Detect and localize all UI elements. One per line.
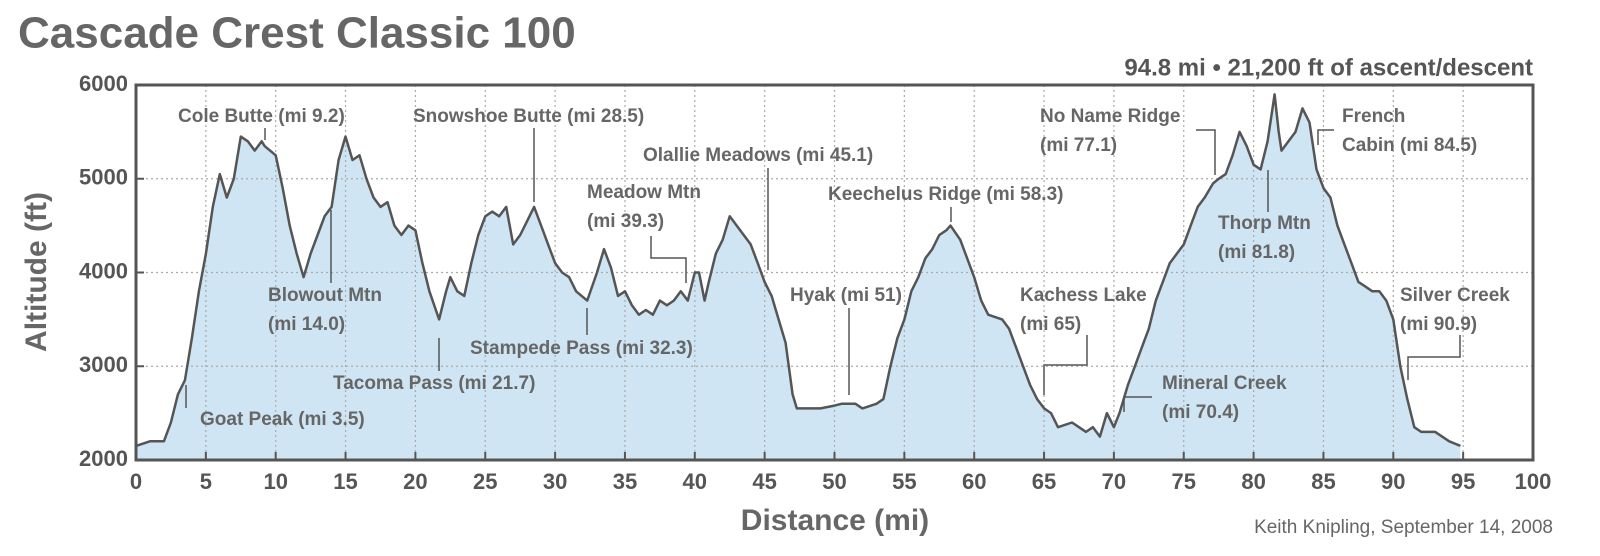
- plot-frame: [134, 83, 1535, 462]
- line: [135, 93, 1461, 448]
- annotation: Mineral Creek: [1162, 373, 1287, 394]
- x-tick-label: 15: [333, 469, 357, 494]
- annotation: (mi 14.0): [268, 314, 345, 335]
- x-tick-label: 45: [752, 469, 776, 494]
- annotation: Silver Creek: [1400, 285, 1510, 306]
- leader-line: [1407, 335, 1461, 380]
- x-tick-label: 50: [822, 469, 846, 494]
- annotation: Hyak (mi 51): [790, 285, 902, 306]
- x-tick-label: 95: [1451, 469, 1475, 494]
- annotation: Goat Peak (mi 3.5): [200, 409, 365, 430]
- annotation: (mi 77.1): [1040, 135, 1117, 156]
- y-tick-label: 6000: [79, 71, 128, 96]
- chart-title: Cascade Crest Classic 100: [18, 9, 576, 58]
- annotation: Blowout Mtn: [268, 285, 382, 306]
- credit: Keith Knipling, September 14, 2008: [1254, 517, 1553, 538]
- x-tick-label: 35: [613, 469, 637, 494]
- y-tick-label: 5000: [79, 165, 128, 190]
- x-tick-label: 55: [892, 469, 916, 494]
- annotation: Tacoma Pass (mi 21.7): [333, 373, 535, 394]
- y-tick-label: 4000: [79, 258, 128, 283]
- x-tick-label: 85: [1311, 469, 1335, 494]
- x-tick-label: 70: [1102, 469, 1126, 494]
- leader-line: [650, 236, 687, 283]
- x-tick-label: 100: [1515, 469, 1552, 494]
- x-tick-label: 75: [1172, 469, 1196, 494]
- leader-line: [1123, 396, 1152, 412]
- annotation: Keechelus Ridge (mi 58.3): [828, 184, 1063, 205]
- x-tick-label: 10: [263, 469, 287, 494]
- x-tick-label: 65: [1032, 469, 1056, 494]
- x-tick-label: 25: [473, 469, 497, 494]
- x-tick-label: 20: [403, 469, 427, 494]
- annotation: (mi 70.4): [1162, 402, 1239, 423]
- annotation: French: [1342, 106, 1405, 127]
- annotation: Olallie Meadows (mi 45.1): [643, 145, 873, 166]
- y-tick-label: 3000: [79, 352, 128, 377]
- annotation: Meadow Mtn: [587, 182, 701, 203]
- x-tick-label: 30: [543, 469, 567, 494]
- annotation: Kachess Lake: [1020, 285, 1147, 306]
- annotation: (mi 65): [1020, 314, 1081, 335]
- x-tick-label: 40: [683, 469, 707, 494]
- y-tick-label: 2000: [79, 446, 128, 471]
- annotation: (mi 39.3): [587, 211, 664, 232]
- annotation: Snowshoe Butte (mi 28.5): [413, 106, 644, 127]
- x-axis-title: Distance (mi): [741, 504, 929, 537]
- annotation: (mi 90.9): [1400, 314, 1477, 335]
- annotation: Cole Butte (mi 9.2): [178, 106, 345, 127]
- x-tick-label: 5: [200, 469, 212, 494]
- annotation: Cabin (mi 84.5): [1342, 135, 1477, 156]
- leader-line: [1043, 335, 1088, 395]
- x-tick-label: 90: [1381, 469, 1405, 494]
- x-tick-label: 0: [130, 469, 142, 494]
- annotation: (mi 81.8): [1218, 242, 1295, 263]
- y-axis-title: Altitude (ft): [20, 192, 53, 352]
- annotation: No Name Ridge: [1040, 106, 1180, 127]
- chart-subtitle: 94.8 mi • 21,200 ft of ascent/descent: [1124, 54, 1533, 81]
- leader-line: [1317, 129, 1334, 145]
- annotation: Stampede Pass (mi 32.3): [470, 338, 693, 359]
- leader-line: [1196, 129, 1216, 175]
- x-tick-label: 60: [962, 469, 986, 494]
- annotation: Thorp Mtn: [1218, 213, 1311, 234]
- x-tick-label: 80: [1241, 469, 1265, 494]
- area: [136, 94, 1461, 461]
